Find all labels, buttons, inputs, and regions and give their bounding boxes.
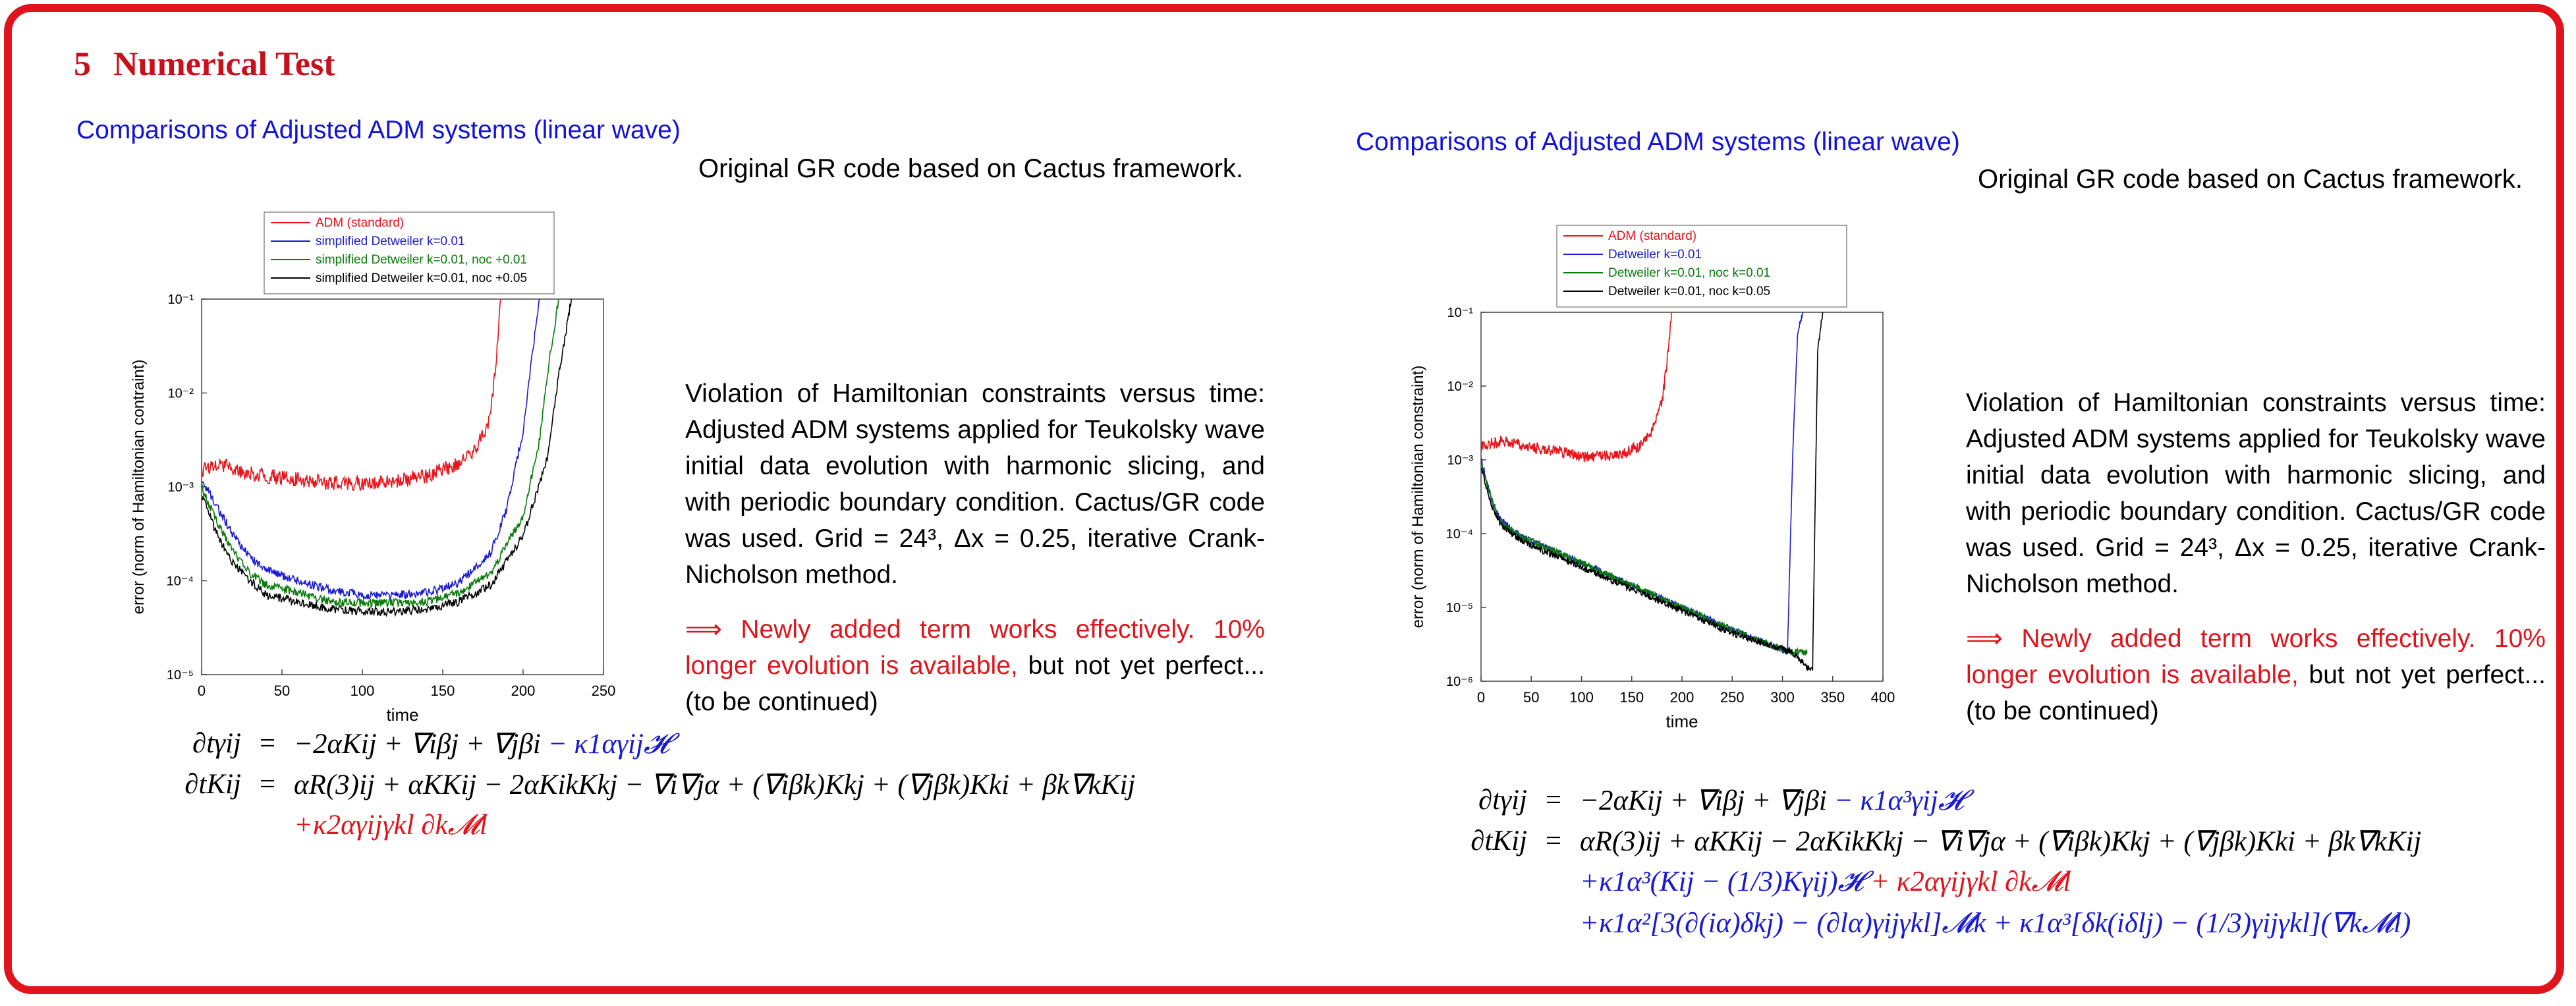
section-heading: 5 Numerical Test <box>74 45 335 84</box>
series-line <box>1481 461 1808 657</box>
left-conclusion-red: ⟹ Newly added term works effectively. 10… <box>685 615 1265 680</box>
right-eq1-lhs: ∂tγij <box>1478 785 1527 816</box>
left-eq3-rhs: +κ2αγijγkl ∂k𝓜l <box>294 810 488 841</box>
left-conclusion-black: but not yet perfect... (to be continued) <box>685 652 1265 716</box>
series-group <box>202 299 572 617</box>
x-tick-label: 0 <box>1477 689 1485 706</box>
x-tick-label: 400 <box>1871 689 1895 706</box>
x-tick-label: 350 <box>1820 689 1845 706</box>
y-axis-label: error (norm of Hamiltonian contraint) <box>130 360 148 615</box>
slide-frame <box>4 4 2564 994</box>
right-subtitle: Comparisons of Adjusted ADM systems (lin… <box>1356 128 1960 156</box>
left-caption-text: Violation of Hamiltonian constraints ver… <box>685 379 1265 589</box>
y-tick-label: 10⁻⁶ <box>1446 675 1473 689</box>
left-eq1-rhs: −2αKij + ∇iβj + ∇jβi − κ1αγij𝓗 <box>294 727 669 760</box>
series-line <box>1481 312 1672 462</box>
series-line <box>202 299 540 601</box>
legend-label: ADM (standard) <box>316 216 404 230</box>
section-title: Numerical Test <box>113 45 335 83</box>
legend-label: Detweiler k=0.01, noc k=0.01 <box>1608 266 1770 280</box>
x-tick-label: 250 <box>1720 689 1745 706</box>
plot-area <box>201 298 604 675</box>
legend-label: ADM (standard) <box>1608 229 1696 243</box>
series-line <box>202 299 501 492</box>
y-tick-label: 10⁻³ <box>1447 453 1474 468</box>
right-eq2-lhs: ∂tKij <box>1470 825 1527 856</box>
y-axis-label: error (norm of Hamiltonian constraint) <box>1409 366 1427 629</box>
left-eq2-equals: = <box>259 769 276 800</box>
right-caption-text: Violation of Hamiltonian constraints ver… <box>1966 389 2546 598</box>
right-intro: Original GR code based on Cactus framewo… <box>1978 165 2523 194</box>
legend-box <box>1556 225 1847 308</box>
legend-label: simplified Detweiler k=0.01 <box>316 235 465 248</box>
legend-label: Detweiler k=0.01 <box>1608 248 1702 262</box>
right-eq4-rhs: +κ1α²[3(∂(iα)δkj) − (∂lα)γijγkl]𝓜k + κ1α… <box>1580 908 2411 939</box>
x-tick-label: 300 <box>1770 689 1795 706</box>
right-equations: ∂tγij = −2αKij + ∇iβj + ∇jβi − κ1α³γij𝓗 … <box>1402 784 2575 968</box>
x-axis-label: time <box>1666 712 1698 731</box>
left-eq2-lhs: ∂tKij <box>184 769 241 800</box>
left-eq1-equals: = <box>259 728 276 759</box>
y-tick-label: 10⁻⁴ <box>1446 527 1473 542</box>
right-eq1-rhs-black: −2αKij + ∇iβj + ∇jβi <box>1580 785 1827 816</box>
y-tick-label: 10⁻⁵ <box>1446 601 1473 615</box>
left-eq1-lhs: ∂tγij <box>192 728 241 759</box>
left-chart: 0 50 100 150 200 250 10⁻⁵ 10⁻⁴ 10⁻³ 10⁻² 10⁻¹ time e… <box>130 211 616 725</box>
x-tick-label: 200 <box>511 683 536 699</box>
series-line <box>1481 312 1824 671</box>
left-conclusion: ⟹ Newly added term works effectively. 10… <box>685 611 1265 720</box>
left-slide: Comparisons of Adjusted ADM systems (lin… <box>76 0 1328 1006</box>
right-eq3-blue: +κ1α³(Kij − (1/3)Kγij)𝓗 <box>1580 866 1864 897</box>
right-eq3-red: + κ2αγijγkl ∂k𝓜l <box>1863 866 2071 897</box>
right-eq3-rhs: +κ1α³(Kij − (1/3)Kγij)𝓗 + κ2αγijγkl ∂k𝓜l <box>1580 866 2071 898</box>
x-tick-label: 0 <box>198 683 206 699</box>
right-caption: Violation of Hamiltonian constraints ver… <box>1966 385 2546 729</box>
series-group <box>1481 312 1824 671</box>
x-tick-label: 50 <box>274 683 290 699</box>
right-eq2-rhs: αR(3)ij + αKKij − 2αKikKkj − ∇i∇jα + (∇i… <box>1580 826 2422 857</box>
x-tick-label: 200 <box>1670 689 1694 706</box>
x-tick-label: 150 <box>1619 689 1644 706</box>
left-caption: Violation of Hamiltonian constraints ver… <box>685 376 1265 720</box>
right-conclusion-black: but not yet perfect... (to be continued) <box>1966 661 2546 725</box>
left-subtitle: Comparisons of Adjusted ADM systems (lin… <box>76 116 681 144</box>
right-conclusion: ⟹ Newly added term works effectively. 10… <box>1966 621 2546 729</box>
right-slide: Comparisons of Adjusted ADM systems (lin… <box>1356 0 2576 1006</box>
right-eq1-rhs-blue: − κ1α³γij𝓗 <box>1826 785 1964 816</box>
right-eq1-rhs: −2αKij + ∇iβj + ∇jβi − κ1α³γij𝓗 <box>1580 784 1964 817</box>
y-tick-label: 10⁻⁵ <box>167 668 194 683</box>
x-tick-label: 100 <box>1569 689 1594 706</box>
left-eq1-rhs-blue: − κ1αγij𝓗 <box>540 729 669 760</box>
y-tick-label: 10⁻⁴ <box>167 574 194 589</box>
y-tick-label: 10⁻² <box>1447 379 1474 394</box>
series-line <box>202 299 559 609</box>
x-tick-label: 50 <box>1523 689 1539 706</box>
left-eq2-rhs: αR(3)ij + αKKij − 2αKikKkj − ∇i∇jα + (∇i… <box>294 769 1136 800</box>
section-number: 5 <box>74 45 91 83</box>
x-tick-label: 100 <box>350 683 375 699</box>
legend-label: Detweiler k=0.01, noc k=0.05 <box>1608 285 1770 298</box>
legend-label: simplified Detweiler k=0.01, noc +0.01 <box>316 253 527 267</box>
legend-box <box>264 211 555 294</box>
series-line <box>202 299 572 617</box>
y-tick-label: 10⁻² <box>168 387 194 401</box>
right-eq1-equals: = <box>1545 785 1562 816</box>
left-intro: Original GR code based on Cactus framewo… <box>698 154 1244 183</box>
y-tick-label: 10⁻³ <box>168 480 194 495</box>
plot-area <box>1480 312 1884 682</box>
x-axis-label: time <box>386 705 418 725</box>
x-tick-label: 150 <box>431 683 455 699</box>
y-tick-label: 10⁻¹ <box>168 293 194 307</box>
legend-label: simplified Detweiler k=0.01, noc +0.05 <box>316 271 527 285</box>
right-chart: 0 50 100 150 200 250 300 350 400 10⁻⁶ 10⁻⁵ 10⁻⁴ 10⁻³… <box>1409 225 1895 731</box>
y-tick-label: 10⁻¹ <box>1447 306 1474 320</box>
right-conclusion-red: ⟹ Newly added term works effectively. 10… <box>1966 625 2546 689</box>
left-equations: ∂tγij = −2αKij + ∇iβj + ∇jβi − κ1αγij𝓗 ∂… <box>116 727 1289 905</box>
x-tick-label: 250 <box>592 683 616 699</box>
left-eq1-rhs-black: −2αKij + ∇iβj + ∇jβi <box>294 729 541 760</box>
right-eq2-equals: = <box>1545 825 1562 856</box>
